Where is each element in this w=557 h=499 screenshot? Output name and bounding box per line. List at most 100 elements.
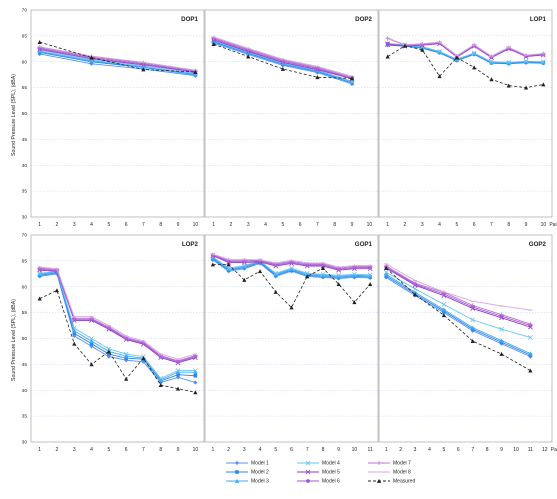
x-tick-label: 7 bbox=[316, 222, 319, 228]
data-point bbox=[541, 82, 546, 87]
x-tick-label: 5 bbox=[107, 447, 110, 453]
legend-item-model-1: Model 1 bbox=[226, 461, 269, 467]
data-point bbox=[226, 265, 231, 271]
data-point bbox=[124, 353, 129, 358]
y-tick-label: 60 bbox=[22, 59, 28, 65]
data-point bbox=[72, 331, 77, 336]
x-axis-label: Pair bbox=[549, 222, 557, 228]
data-point bbox=[420, 47, 425, 52]
data-point bbox=[158, 382, 163, 387]
data-point bbox=[193, 72, 198, 77]
data-point bbox=[71, 325, 77, 331]
data-point bbox=[470, 338, 475, 343]
data-point bbox=[454, 55, 459, 60]
data-point bbox=[412, 281, 418, 286]
data-point bbox=[226, 262, 231, 267]
data-point bbox=[383, 269, 389, 275]
legend-item-model-7: Model 7 bbox=[368, 461, 411, 467]
data-point bbox=[470, 303, 475, 308]
x-tick-label: 4 bbox=[264, 222, 267, 228]
x-tick-label: 11 bbox=[368, 447, 373, 453]
data-point bbox=[89, 55, 94, 60]
series-line bbox=[387, 45, 544, 89]
data-point bbox=[336, 272, 342, 278]
data-point bbox=[210, 255, 215, 260]
series-line bbox=[39, 41, 196, 73]
series-model-3 bbox=[210, 255, 373, 279]
data-point bbox=[37, 272, 42, 277]
data-point bbox=[141, 64, 146, 69]
series-line bbox=[39, 266, 196, 360]
y-tick-label: 35 bbox=[22, 189, 28, 195]
data-point bbox=[305, 272, 310, 277]
x-tick-label: 2 bbox=[56, 222, 59, 228]
legend-swatch-marker bbox=[305, 469, 311, 475]
gridlines bbox=[31, 260, 204, 417]
data-point bbox=[441, 301, 447, 307]
x-tick-label: 4 bbox=[428, 447, 431, 453]
series-measured bbox=[211, 42, 355, 81]
data-point bbox=[499, 351, 504, 356]
data-point bbox=[489, 59, 494, 65]
y-axis-label-bottom: Sound Pressure Level (SPL), (dBA) bbox=[11, 299, 17, 381]
x-tick-label: 7 bbox=[471, 447, 474, 453]
data-point bbox=[273, 270, 279, 276]
legend-swatch-marker bbox=[376, 478, 382, 483]
x-tick-label: 1 bbox=[386, 222, 389, 228]
data-point bbox=[523, 53, 529, 58]
series-line bbox=[385, 271, 531, 338]
legend-swatch-marker bbox=[306, 479, 310, 483]
series-group bbox=[211, 35, 355, 87]
data-point bbox=[37, 39, 42, 44]
series-group bbox=[37, 39, 198, 78]
panel-lop1: 1 2 3 4 5 6 7 8 9 10Pair LOP1 bbox=[378, 9, 557, 228]
series-line bbox=[385, 277, 531, 358]
data-point bbox=[175, 386, 181, 391]
series-line bbox=[387, 43, 544, 64]
series-group bbox=[385, 36, 546, 90]
x-tick-label: 9 bbox=[525, 222, 528, 228]
x-tick-label: 6 bbox=[473, 222, 476, 228]
legend-item-model-5: Model 5 bbox=[297, 469, 340, 476]
series-line bbox=[385, 265, 531, 325]
data-point bbox=[273, 289, 278, 294]
series-line bbox=[385, 266, 531, 326]
data-point bbox=[471, 50, 477, 56]
panel-title: DOP1 bbox=[181, 16, 198, 23]
data-point bbox=[472, 65, 477, 70]
x-tick-label: 10 bbox=[541, 222, 547, 228]
x-tick-label: 10 bbox=[193, 222, 199, 228]
panel-title: GOP1 bbox=[355, 241, 373, 248]
data-point bbox=[336, 274, 341, 279]
gridlines bbox=[31, 35, 204, 192]
series-line bbox=[39, 51, 196, 76]
y-tick-label: 60 bbox=[22, 284, 28, 290]
series-line bbox=[39, 47, 196, 73]
data-point bbox=[412, 286, 418, 292]
y-tick-label: 45 bbox=[22, 362, 28, 368]
series-line bbox=[213, 43, 353, 79]
x-tick-label: 6 bbox=[125, 447, 128, 453]
x-tick-label: 7 bbox=[306, 447, 309, 453]
series-line bbox=[39, 272, 196, 382]
data-point bbox=[470, 317, 476, 323]
x-tick-label: 4 bbox=[90, 222, 93, 228]
data-point bbox=[499, 312, 504, 317]
data-point bbox=[523, 85, 529, 90]
x-tick-label: 2 bbox=[227, 447, 230, 453]
legend-label: Measured bbox=[393, 479, 415, 485]
data-point bbox=[107, 352, 111, 356]
data-point bbox=[336, 282, 341, 287]
legend-swatch-marker bbox=[234, 460, 240, 466]
x-ticks: 1 2 3 4 5 6 7 8 9 10 bbox=[38, 447, 198, 453]
x-tick-label: 10 bbox=[193, 447, 199, 453]
data-point bbox=[193, 370, 198, 375]
y-tick-label: 40 bbox=[22, 163, 28, 169]
data-point bbox=[211, 42, 216, 47]
data-point bbox=[89, 362, 94, 367]
legend-item-model-8: Model 8 bbox=[368, 470, 411, 476]
data-point bbox=[384, 266, 389, 271]
x-ticks: 1 2 3 4 5 6 7 8 9 10 11 bbox=[211, 447, 372, 453]
x-tick-label: 1 bbox=[212, 222, 215, 228]
